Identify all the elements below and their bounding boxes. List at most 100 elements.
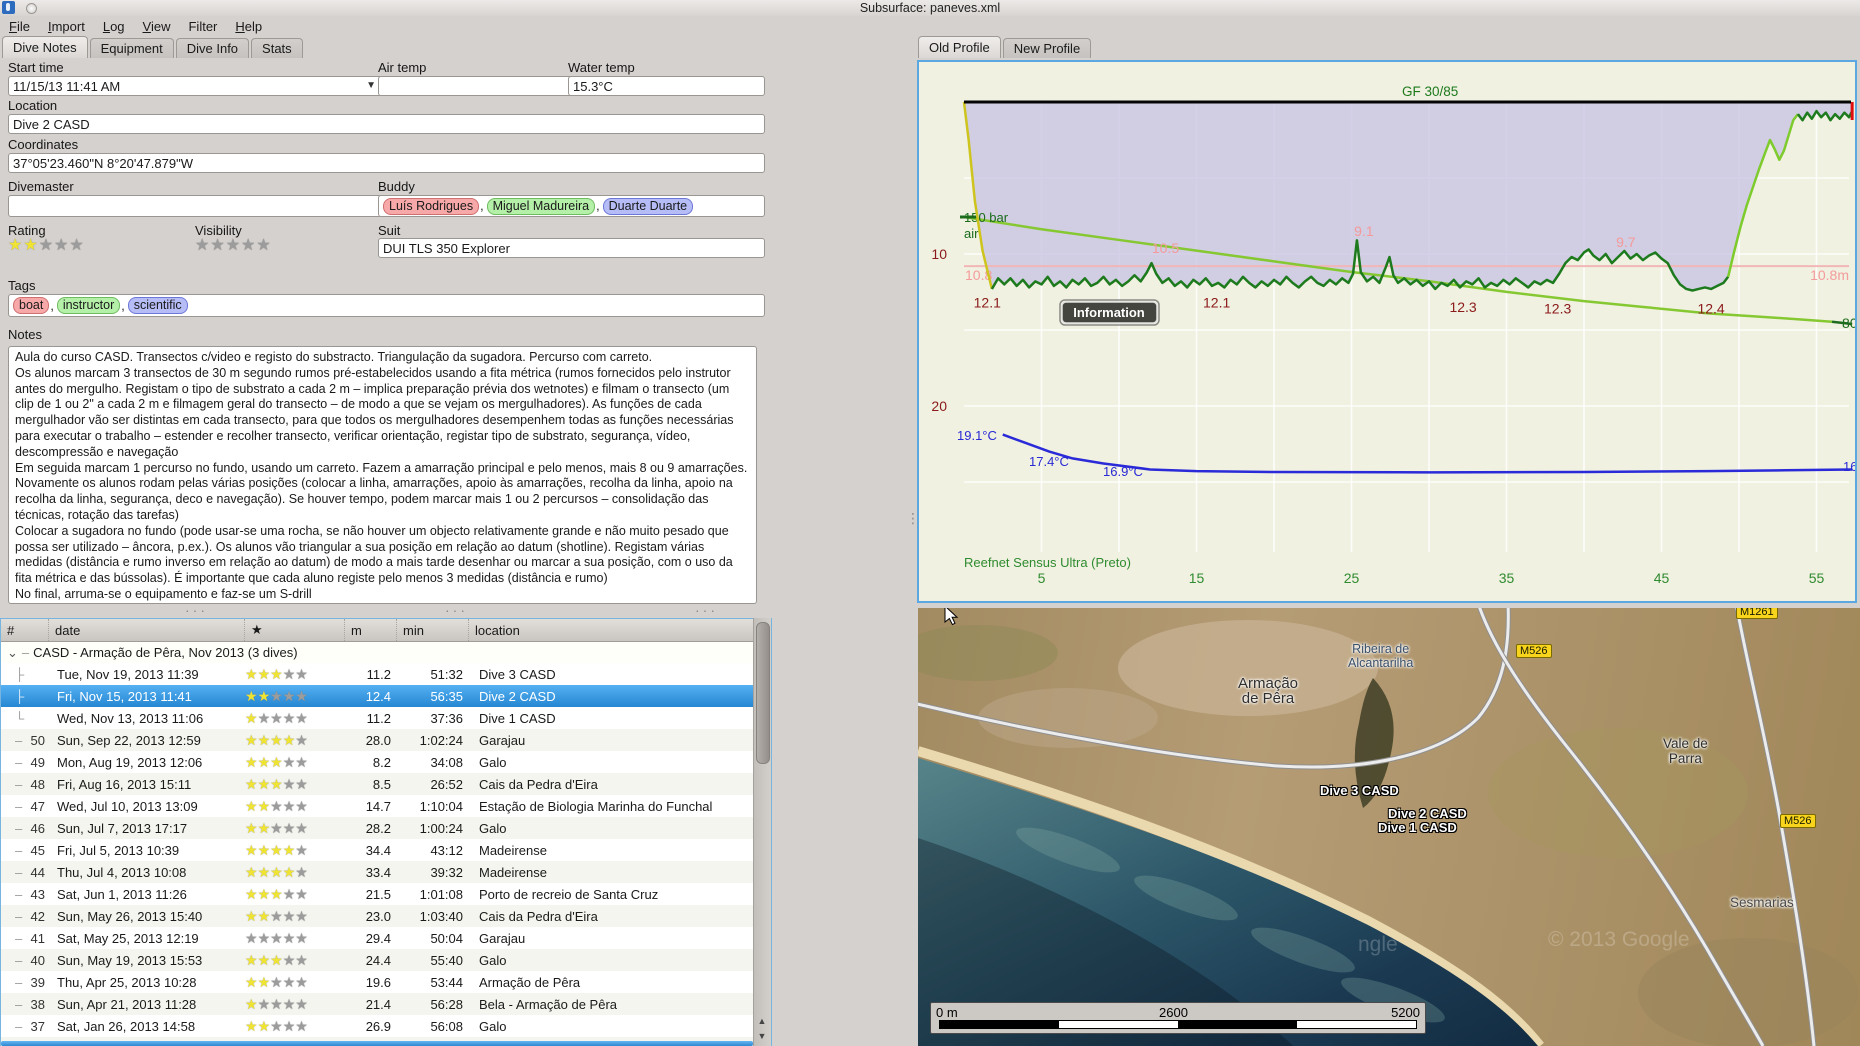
star-empty-icon[interactable]: ★ xyxy=(38,237,55,254)
dive-row[interactable]: –45 Fri, Jul 5, 2013 10:39 ★★★★★ 34.4 43:12 M… xyxy=(1,839,754,861)
star-empty-icon[interactable]: ★ xyxy=(295,1017,308,1034)
star-empty-icon[interactable]: ★ xyxy=(270,973,283,990)
dive-list-scrollbar[interactable]: ▲ ▼ xyxy=(753,618,771,1046)
dive-group-row[interactable]: ⌄ – CASD - Armação de Pêra, Nov 2013 (3 … xyxy=(1,642,754,663)
star-filled-icon[interactable]: ★ xyxy=(245,775,258,792)
star-filled-icon[interactable]: ★ xyxy=(257,973,271,990)
dive-profile-chart[interactable]: 10.8 10.8m 150 bar air 80 19.1°C 17.4°C 16.9°C 1… xyxy=(917,60,1857,603)
star-filled-icon[interactable]: ★ xyxy=(245,665,258,682)
pill-duarte-duarte[interactable]: Duarte Duarte xyxy=(602,197,694,215)
star-filled-icon[interactable]: ★ xyxy=(257,841,271,858)
star-filled-icon[interactable]: ★ xyxy=(8,237,24,254)
star-empty-icon[interactable]: ★ xyxy=(295,841,308,858)
dive-site-marker-3[interactable]: Dive 3 CASD xyxy=(1320,783,1399,798)
vertical-splitter-handle[interactable]: ⋮ xyxy=(906,510,923,526)
pill-miguel-madureira[interactable]: Miguel Madureira xyxy=(486,197,596,215)
star-filled-icon[interactable]: ★ xyxy=(270,951,283,968)
star-empty-icon[interactable]: ★ xyxy=(295,665,308,682)
tab-new-profile[interactable]: New Profile xyxy=(1002,38,1092,58)
horizontal-scrollbar[interactable] xyxy=(1,1041,753,1046)
star-empty-icon[interactable]: ★ xyxy=(270,797,283,814)
scroll-up-icon[interactable]: ▲ xyxy=(757,1016,767,1026)
star-filled-icon[interactable]: ★ xyxy=(257,819,271,836)
dive-row[interactable]: –48 Fri, Aug 16, 2013 15:11 ★★★★★ 8.5 26:52 C… xyxy=(1,773,754,795)
star-filled-icon[interactable]: ★ xyxy=(257,687,271,704)
dive-row[interactable]: –37 Sat, Jan 26, 2013 14:58 ★★★★★ 26.9 56:08… xyxy=(1,1015,754,1037)
tab-equipment[interactable]: Equipment xyxy=(89,38,174,58)
star-empty-icon[interactable]: ★ xyxy=(256,237,272,254)
star-filled-icon[interactable]: ★ xyxy=(282,841,296,858)
star-filled-icon[interactable]: ★ xyxy=(245,709,258,726)
star-empty-icon[interactable]: ★ xyxy=(295,973,308,990)
star-filled-icon[interactable]: ★ xyxy=(257,951,271,968)
star-filled-icon[interactable]: ★ xyxy=(257,907,271,924)
star-empty-icon[interactable]: ★ xyxy=(195,237,211,254)
star-filled-icon[interactable]: ★ xyxy=(270,863,283,880)
star-empty-icon[interactable]: ★ xyxy=(270,709,283,726)
star-filled-icon[interactable]: ★ xyxy=(270,775,283,792)
dive-row[interactable]: –43 Sat, Jun 1, 2013 11:26 ★★★★★ 21.5 1:01:0… xyxy=(1,883,754,905)
dive-row[interactable]: ├ Tue, Nov 19, 2013 11:39 ★★★★★ 11.2 51:32 Di… xyxy=(1,663,754,685)
star-empty-icon[interactable]: ★ xyxy=(282,995,296,1012)
star-filled-icon[interactable]: ★ xyxy=(257,885,271,902)
scrollbar-thumb[interactable] xyxy=(756,622,770,764)
tab-old-profile[interactable]: Old Profile xyxy=(918,36,1001,58)
splitter-handle[interactable]: ··· xyxy=(185,602,208,618)
dive-site-map[interactable]: Armação de Pêra Ribeira de Alcantarilha Va… xyxy=(918,608,1860,1046)
star-filled-icon[interactable]: ★ xyxy=(282,731,296,748)
menu-help[interactable]: Help xyxy=(235,19,263,34)
menu-log[interactable]: Log xyxy=(102,19,125,34)
star-filled-icon[interactable]: ★ xyxy=(270,753,283,770)
star-filled-icon[interactable]: ★ xyxy=(245,995,258,1012)
star-empty-icon[interactable]: ★ xyxy=(295,885,308,902)
star-empty-icon[interactable]: ★ xyxy=(282,885,296,902)
star-empty-icon[interactable]: ★ xyxy=(295,753,308,770)
star-filled-icon[interactable]: ★ xyxy=(245,687,258,704)
dive-row[interactable]: └ Wed, Nov 13, 2013 11:06 ★★★★★ 11.2 37:36 Di… xyxy=(1,707,754,729)
star-empty-icon[interactable]: ★ xyxy=(282,819,296,836)
column-header-stars[interactable]: ★ xyxy=(245,619,345,641)
star-empty-icon[interactable]: ★ xyxy=(257,995,271,1012)
pill-boat[interactable]: boat xyxy=(13,297,50,314)
star-filled-icon[interactable]: ★ xyxy=(245,731,258,748)
star-empty-icon[interactable]: ★ xyxy=(282,775,296,792)
star-filled-icon[interactable]: ★ xyxy=(245,841,258,858)
star-filled-icon[interactable]: ★ xyxy=(257,753,271,770)
chevron-down-icon[interactable]: ▼ xyxy=(366,80,376,91)
column-header-location[interactable]: location xyxy=(475,622,520,638)
tab-stats[interactable]: Stats xyxy=(251,38,303,58)
column-header-min[interactable]: min xyxy=(397,619,469,641)
tab-dive-notes[interactable]: Dive Notes xyxy=(2,36,88,58)
star-empty-icon[interactable]: ★ xyxy=(270,1017,283,1034)
star-empty-icon[interactable]: ★ xyxy=(257,709,271,726)
air-temp-field[interactable] xyxy=(378,76,575,96)
star-empty-icon[interactable]: ★ xyxy=(270,995,283,1012)
star-empty-icon[interactable]: ★ xyxy=(282,665,296,682)
buddy-field[interactable]: Luís Rodrigues, Miguel Madureira, Duarte D… xyxy=(378,195,765,217)
star-empty-icon[interactable]: ★ xyxy=(282,907,296,924)
coordinates-field[interactable]: 37°05'23.460"N 8°20'47.879"W xyxy=(8,153,765,173)
dive-row[interactable]: –38 Sun, Apr 21, 2013 11:28 ★★★★★ 21.4 56:28… xyxy=(1,993,754,1015)
star-filled-icon[interactable]: ★ xyxy=(257,775,271,792)
dive-row-selected[interactable]: ├ Fri, Nov 15, 2013 11:41 ★★★★★ 12.4 56:35 Di… xyxy=(1,685,754,707)
star-filled-icon[interactable]: ★ xyxy=(245,907,258,924)
star-filled-icon[interactable]: ★ xyxy=(270,841,283,858)
star-filled-icon[interactable]: ★ xyxy=(270,885,283,902)
dive-row[interactable]: –47 Wed, Jul 10, 2013 13:09 ★★★★★ 14.7 1:10:… xyxy=(1,795,754,817)
star-filled-icon[interactable]: ★ xyxy=(23,237,39,254)
star-empty-icon[interactable]: ★ xyxy=(257,929,271,946)
star-empty-icon[interactable]: ★ xyxy=(225,237,242,254)
start-time-combobox[interactable]: 11/15/13 11:41 AM ▼ xyxy=(8,76,382,96)
star-empty-icon[interactable]: ★ xyxy=(282,797,296,814)
pill-instructor[interactable]: instructor xyxy=(56,297,121,314)
star-filled-icon[interactable]: ★ xyxy=(245,951,258,968)
column-header-m[interactable]: m xyxy=(345,619,397,641)
star-filled-icon[interactable]: ★ xyxy=(270,731,283,748)
dive-row[interactable]: –41 Sat, May 25, 2013 12:19 ★★★★★ 29.4 50:04… xyxy=(1,927,754,949)
dive-list-header[interactable]: # date ★ m min location xyxy=(1,619,754,642)
star-filled-icon[interactable]: ★ xyxy=(257,1017,271,1034)
star-empty-icon[interactable]: ★ xyxy=(295,995,308,1012)
star-empty-icon[interactable]: ★ xyxy=(282,687,296,704)
star-empty-icon[interactable]: ★ xyxy=(282,753,296,770)
star-empty-icon[interactable]: ★ xyxy=(282,973,296,990)
